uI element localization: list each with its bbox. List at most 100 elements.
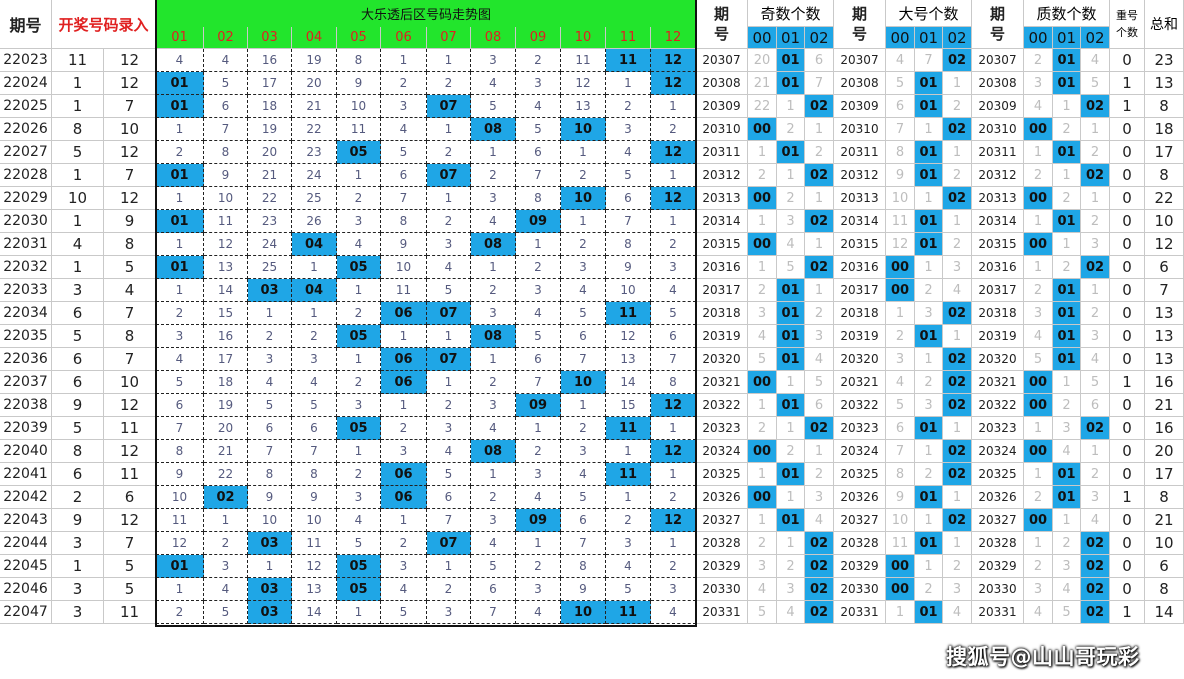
odd-count: 3 xyxy=(777,210,805,233)
miss-cell: 18 xyxy=(248,95,292,118)
prime-hit: 01 xyxy=(1053,463,1081,486)
row-period[interactable]: 22038 xyxy=(0,394,52,417)
hit-cell: 07 xyxy=(427,302,471,325)
miss-cell: 1 xyxy=(471,463,516,486)
big-hit: 02 xyxy=(943,509,972,532)
row-period[interactable]: 22040 xyxy=(0,440,52,463)
row-period[interactable]: 22023 xyxy=(0,49,52,72)
row-period[interactable]: 22026 xyxy=(0,118,52,141)
miss-cell: 2 xyxy=(516,256,561,279)
miss-cell: 22 xyxy=(292,118,337,141)
hit-cell: 12 xyxy=(651,72,696,95)
miss-cell: 10 xyxy=(337,95,381,118)
miss-cell: 4 xyxy=(471,532,516,555)
row-period[interactable]: 22029 xyxy=(0,187,52,210)
row-number-b: 5 xyxy=(104,578,156,601)
miss-cell: 4 xyxy=(561,279,606,302)
miss-cell: 18 xyxy=(204,371,248,394)
row-period[interactable]: 22046 xyxy=(0,578,52,601)
row-sub-period: 20320 xyxy=(834,348,886,371)
row-period[interactable]: 22036 xyxy=(0,348,52,371)
row-period[interactable]: 22043 xyxy=(0,509,52,532)
row-sub-period: 20323 xyxy=(972,417,1024,440)
row-sub-period: 20325 xyxy=(972,463,1024,486)
prime-count: 3 xyxy=(1024,72,1053,95)
row-sub-period: 20310 xyxy=(972,118,1024,141)
miss-cell: 10 xyxy=(381,256,427,279)
odd-count: 6 xyxy=(805,49,834,72)
row-period[interactable]: 22044 xyxy=(0,532,52,555)
miss-cell: 2 xyxy=(561,417,606,440)
odd-hit: 00 xyxy=(748,371,777,394)
miss-cell: 8 xyxy=(204,141,248,164)
miss-cell: 2 xyxy=(471,371,516,394)
miss-cell: 1 xyxy=(561,394,606,417)
number-col-header: 11 xyxy=(606,27,651,49)
miss-cell: 16 xyxy=(204,325,248,348)
big-hit: 01 xyxy=(915,532,943,555)
row-number-a: 6 xyxy=(52,302,104,325)
row-period[interactable]: 22039 xyxy=(0,417,52,440)
row-sub-period: 20308 xyxy=(834,72,886,95)
big-count: 4 xyxy=(886,371,915,394)
miss-cell: 2 xyxy=(651,555,696,578)
hit-cell: 07 xyxy=(427,348,471,371)
prime-count: 3 xyxy=(1024,302,1053,325)
hit-cell: 11 xyxy=(606,463,651,486)
prime-count: 4 xyxy=(1053,440,1081,463)
odd-count: 5 xyxy=(748,601,777,624)
miss-cell: 6 xyxy=(156,394,204,417)
row-period[interactable]: 22033 xyxy=(0,279,52,302)
miss-cell: 20 xyxy=(248,141,292,164)
big-count: 2 xyxy=(915,463,943,486)
hit-cell: 11 xyxy=(606,49,651,72)
odd-count: 2 xyxy=(748,164,777,187)
miss-cell: 14 xyxy=(204,279,248,302)
miss-cell: 1 xyxy=(651,417,696,440)
miss-cell: 4 xyxy=(248,371,292,394)
miss-cell: 9 xyxy=(381,233,427,256)
row-period[interactable]: 22037 xyxy=(0,371,52,394)
row-period[interactable]: 22041 xyxy=(0,463,52,486)
row-period[interactable]: 22047 xyxy=(0,601,52,624)
big-hit: 02 xyxy=(943,371,972,394)
row-period[interactable]: 22045 xyxy=(0,555,52,578)
hit-cell: 07 xyxy=(427,164,471,187)
miss-cell: 3 xyxy=(381,555,427,578)
odd-count: 6 xyxy=(805,394,834,417)
odd-count: 1 xyxy=(748,210,777,233)
miss-cell: 1 xyxy=(381,49,427,72)
miss-cell: 4 xyxy=(156,49,204,72)
row-period[interactable]: 22025 xyxy=(0,95,52,118)
miss-cell: 4 xyxy=(471,72,516,95)
row-period[interactable]: 22024 xyxy=(0,72,52,95)
miss-cell: 3 xyxy=(471,187,516,210)
miss-cell: 4 xyxy=(156,348,204,371)
miss-cell: 3 xyxy=(337,394,381,417)
row-sub-period: 20324 xyxy=(834,440,886,463)
row-period[interactable]: 22034 xyxy=(0,302,52,325)
miss-cell: 13 xyxy=(561,95,606,118)
row-period[interactable]: 22028 xyxy=(0,164,52,187)
row-period[interactable]: 22032 xyxy=(0,256,52,279)
miss-cell: 1 xyxy=(471,141,516,164)
miss-cell: 12 xyxy=(606,325,651,348)
prime-count: 3 xyxy=(1053,555,1081,578)
row-period[interactable]: 22035 xyxy=(0,325,52,348)
hit-cell: 12 xyxy=(651,394,696,417)
miss-cell: 5 xyxy=(651,302,696,325)
big-count: 4 xyxy=(943,279,972,302)
miss-cell: 1 xyxy=(606,440,651,463)
row-period[interactable]: 22030 xyxy=(0,210,52,233)
miss-cell: 2 xyxy=(381,72,427,95)
row-sub-period: 20313 xyxy=(972,187,1024,210)
row-sub-period: 20309 xyxy=(834,95,886,118)
row-sum: 8 xyxy=(1145,164,1184,187)
miss-cell: 4 xyxy=(606,555,651,578)
row-period[interactable]: 22027 xyxy=(0,141,52,164)
row-sub-period: 20325 xyxy=(696,463,748,486)
miss-cell: 3 xyxy=(561,256,606,279)
row-period[interactable]: 22031 xyxy=(0,233,52,256)
row-period[interactable]: 22042 xyxy=(0,486,52,509)
miss-cell: 3 xyxy=(248,348,292,371)
